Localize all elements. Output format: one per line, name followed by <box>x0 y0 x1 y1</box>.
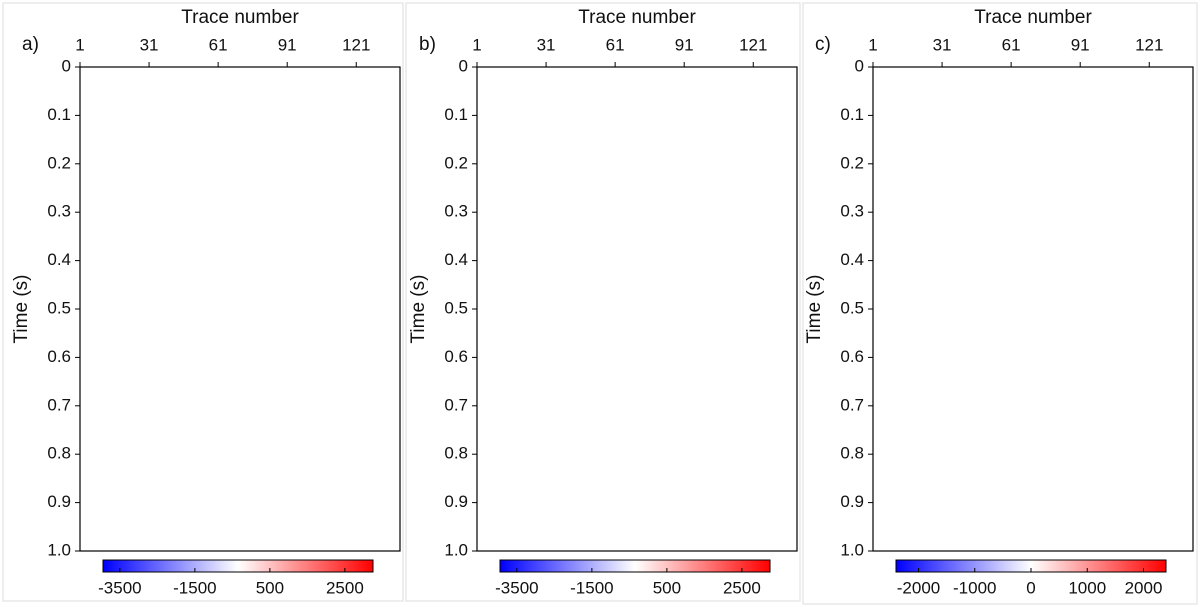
x-tick-label: 31 <box>140 35 159 54</box>
y-tick-label: 0.7 <box>47 395 71 414</box>
axis-title: Time (s) <box>11 275 32 344</box>
x-tick-label: 1 <box>75 35 84 54</box>
y-tick-label: 0.3 <box>47 202 71 221</box>
panel-frame <box>802 2 1198 605</box>
colorbar-tick-label: -3500 <box>98 578 141 597</box>
x-tick-label: 121 <box>342 35 370 54</box>
colorbar-tick-label: -1500 <box>173 578 216 597</box>
plot-frame <box>79 66 401 552</box>
panel-frame <box>405 2 801 602</box>
y-tick-label: 0.8 <box>47 444 71 463</box>
y-tick-label: 0.1 <box>47 105 71 124</box>
panel-frame <box>2 2 404 602</box>
panel-label: a) <box>22 34 39 55</box>
colorbar <box>102 559 374 573</box>
axis-title: Trace number <box>181 7 299 28</box>
y-tick-label: 0.6 <box>47 347 71 366</box>
y-tick-label: 0.4 <box>47 250 71 269</box>
colorbar-tick-label: 500 <box>256 578 284 597</box>
y-tick-label: 0.5 <box>47 298 71 317</box>
y-tick-label: 1.0 <box>47 540 71 559</box>
colorbar-tick-label: 2500 <box>326 578 364 597</box>
x-tick-label: 91 <box>278 35 297 54</box>
y-tick-label: 0.2 <box>47 153 71 172</box>
x-tick-label: 61 <box>209 35 228 54</box>
y-tick-label: 0.9 <box>47 492 71 511</box>
y-tick-label: 0 <box>62 56 71 75</box>
